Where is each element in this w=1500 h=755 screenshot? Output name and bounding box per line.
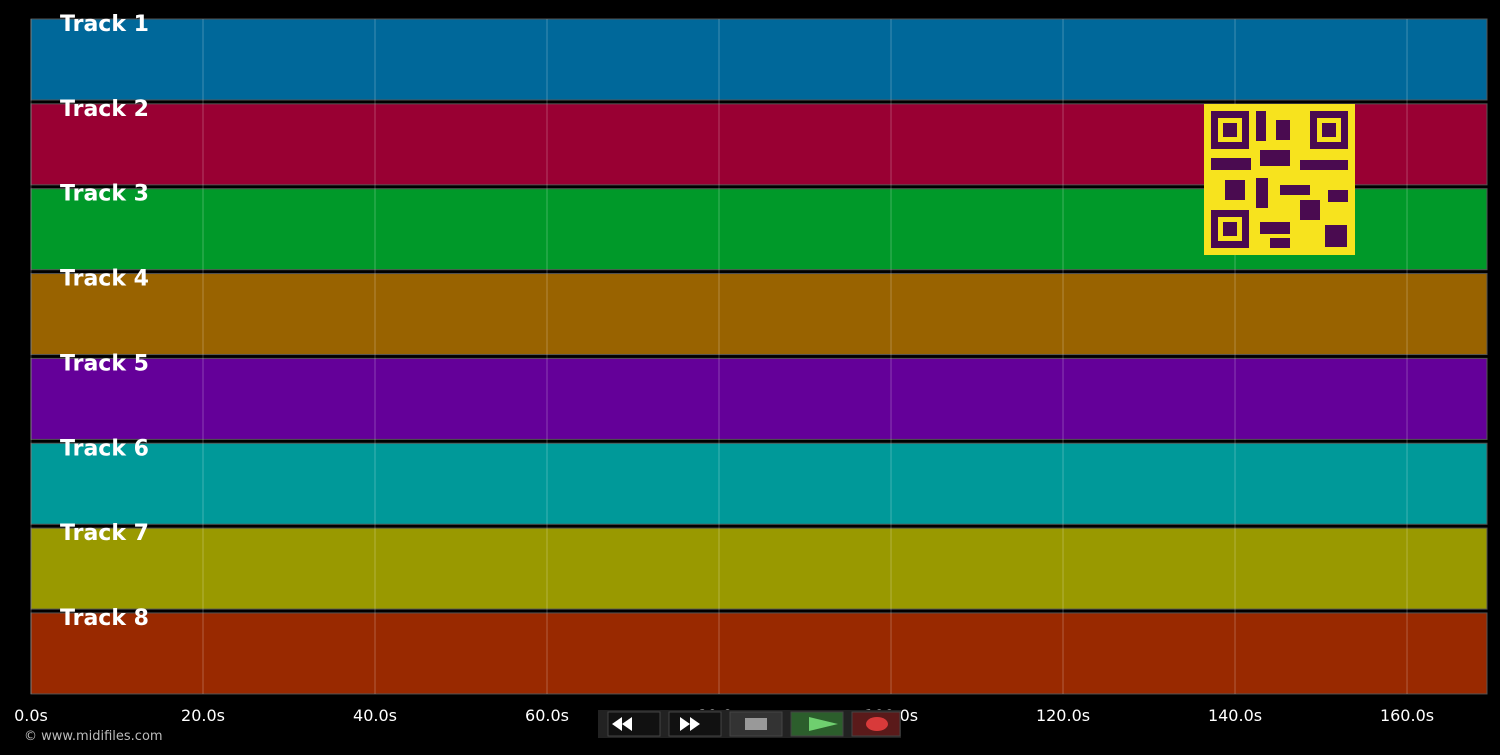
x-tick-label: 120.0s [1036,706,1090,725]
qr-code [1204,104,1355,255]
x-tick-label: 0.0s [14,706,48,725]
track-label: Track 2 [60,97,149,122]
rewind-button[interactable] [607,711,661,737]
track-label: Track 6 [60,436,149,461]
track-label: Track 8 [60,606,149,631]
x-tick-label: 60.0s [525,706,569,725]
copyright: © www.midifiles.com [24,729,163,744]
record-button[interactable] [851,711,901,737]
x-tick-label: 140.0s [1208,706,1262,725]
x-tick-label: 160.0s [1380,706,1434,725]
track-lane [30,612,1488,695]
track-lane [30,273,1488,356]
track-label: Track 4 [60,267,149,292]
transport-controls [598,710,901,738]
x-tick-label: 20.0s [181,706,225,725]
stop-button[interactable] [729,711,783,737]
play-button[interactable] [790,711,844,737]
track-lane [30,18,1488,101]
track-label: Track 5 [60,351,149,376]
track-lane [30,442,1488,525]
track-label: Track 7 [60,521,149,546]
x-tick-label: 40.0s [353,706,397,725]
track-lane [30,357,1488,440]
track-lane [30,527,1488,610]
track-label: Track 3 [60,182,149,207]
labels: Track 1 Track 2 Track 3 Track 4 Track 5 Track… [14,12,1434,725]
forward-button[interactable] [668,711,722,737]
track-label: Track 1 [60,12,149,37]
